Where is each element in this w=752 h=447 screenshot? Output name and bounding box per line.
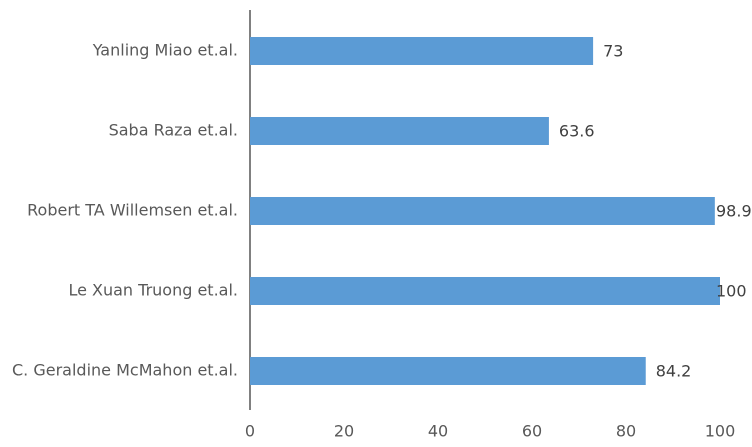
y-tick-label: Robert TA Willemsen et.al.: [27, 201, 238, 220]
bar: [250, 37, 594, 65]
y-tick-label: Le Xuan Truong et.al.: [68, 281, 238, 300]
value-label: 84.2: [656, 362, 692, 381]
x-tick-label: 0: [245, 422, 255, 441]
value-label: 98.9: [716, 202, 752, 221]
value-label: 100: [716, 282, 747, 301]
x-tick-label: 20: [334, 422, 354, 441]
bar: [250, 197, 715, 225]
y-tick-label: C. Geraldine McMahon et.al.: [12, 361, 238, 380]
y-tick-label: Saba Raza et.al.: [109, 121, 238, 140]
y-tick-label: Yanling Miao et.al.: [92, 41, 238, 60]
bar: [250, 277, 720, 305]
bar: [250, 117, 549, 145]
bar: [250, 357, 646, 385]
value-label: 63.6: [559, 122, 595, 141]
x-tick-label: 40: [428, 422, 448, 441]
value-label: 73: [603, 42, 623, 61]
x-tick-label: 100: [705, 422, 736, 441]
x-tick-label: 80: [616, 422, 636, 441]
x-tick-label: 60: [522, 422, 542, 441]
